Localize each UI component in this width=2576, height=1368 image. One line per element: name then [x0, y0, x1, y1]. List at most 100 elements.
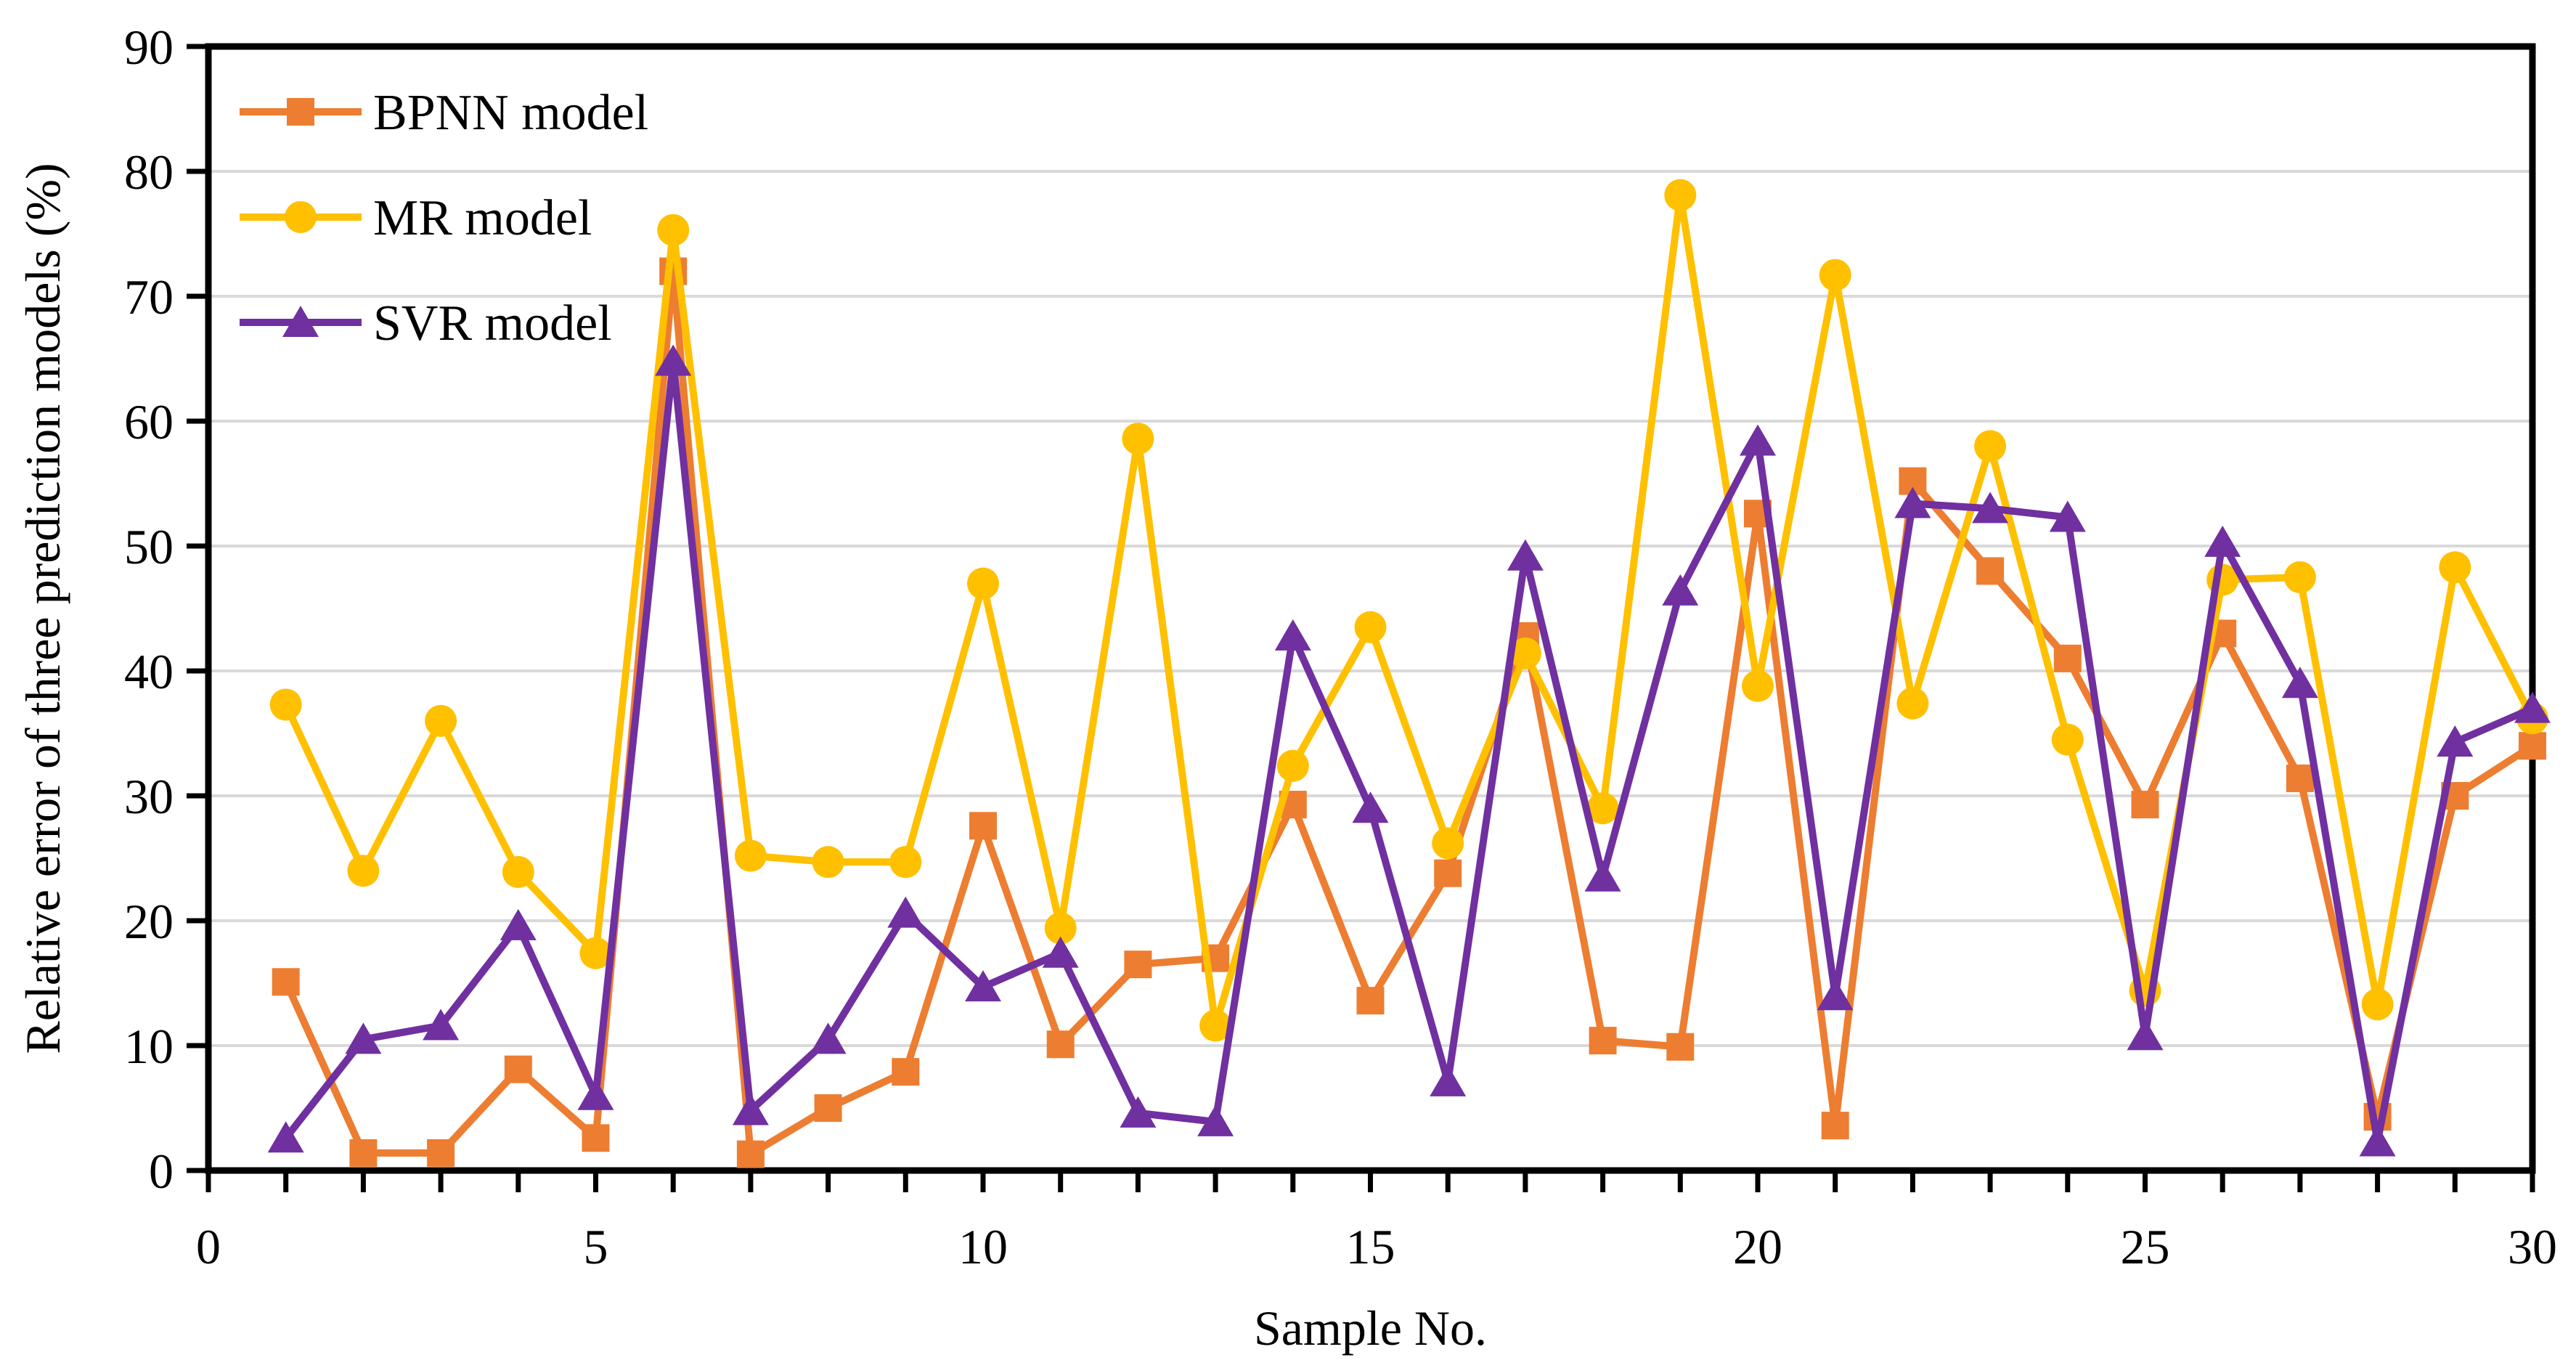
series-bpnn-model-marker-square	[272, 968, 300, 996]
series-svr-model-marker-triangle	[2437, 725, 2474, 757]
series-mr-model-marker-circle	[1586, 792, 1619, 825]
y-tick-label: 80	[124, 144, 174, 200]
series-mr-model-marker-circle	[1664, 179, 1697, 211]
series-mr-model-marker-circle	[1974, 430, 2007, 463]
series-bpnn-model-marker-square	[504, 1055, 532, 1083]
series-bpnn-model-marker-square	[2131, 791, 2159, 819]
legend: BPNN model MR model SVR model	[240, 85, 648, 351]
series-svr-model-marker-triangle	[2359, 1125, 2396, 1157]
series-mr-model-marker-circle	[425, 704, 457, 737]
series-svr-model-marker-triangle	[267, 1121, 304, 1153]
series-bpnn-model-marker-square	[1434, 859, 1462, 887]
series-bpnn-model-marker-square	[349, 1139, 378, 1167]
series-svr-model-marker-triangle	[345, 1022, 382, 1054]
series-svr-model-marker-triangle	[810, 1022, 847, 1054]
series-svr-model-marker-triangle	[732, 1094, 769, 1125]
series-bpnn-model	[272, 257, 2546, 1168]
series-bpnn-model-marker-square	[582, 1124, 610, 1152]
series-bpnn-model-marker-square	[892, 1058, 920, 1086]
series-svr-model-marker-triangle	[2127, 1019, 2164, 1051]
series-bpnn-model-marker-square	[736, 1140, 765, 1168]
series-mr-model-marker-circle	[1742, 669, 1774, 702]
series-bpnn-model-marker-square	[1124, 950, 1152, 979]
series-svr-model-marker-triangle	[1662, 574, 1699, 606]
series-bpnn-model-marker-square	[1589, 1027, 1617, 1055]
series-svr-model-marker-triangle	[887, 896, 924, 928]
series-mr-model-marker-circle	[2283, 561, 2316, 593]
series-bpnn-model-marker-square	[1356, 987, 1385, 1015]
x-tick-label: 5	[584, 1219, 608, 1274]
series-bpnn-model-marker-square	[2286, 764, 2314, 792]
series-svr-model-marker-triangle	[1274, 619, 1311, 651]
y-tick-label: 0	[149, 1144, 174, 1199]
series-svr-model-line	[282, 357, 2536, 1146]
legend-label: MR model	[373, 190, 592, 246]
x-tick-label: 0	[196, 1219, 221, 1274]
series-mr-model-marker-circle	[1044, 912, 1077, 945]
y-tick-label: 90	[124, 20, 174, 75]
series-bpnn-model-marker-square	[2053, 644, 2082, 672]
series-bpnn-model-marker-square	[1046, 1030, 1075, 1059]
legend-item-bpnn-model: BPNN model	[240, 85, 648, 141]
series-svr-model-marker-triangle	[1197, 1104, 1234, 1136]
axis-ticks	[187, 44, 2535, 1192]
legend-item-mr-model: MR model	[240, 190, 592, 246]
series-mr-model-marker-circle	[347, 855, 380, 887]
series-svr-model-marker-triangle	[1740, 424, 1776, 456]
y-tick-label: 20	[124, 894, 174, 949]
series-svr-model-marker-triangle	[965, 970, 1001, 1002]
x-tick-label: 30	[2508, 1219, 2557, 1274]
series-mr-model-marker-circle	[579, 937, 612, 969]
series-mr-model-marker-circle	[1276, 749, 1309, 782]
series-mr-model-marker-circle	[967, 567, 999, 600]
series-svr-model-marker-triangle	[1507, 539, 1544, 571]
series-mr-model-marker-circle	[1199, 1009, 1232, 1042]
series-mr-model-marker-circle	[2051, 723, 2084, 756]
x-tick-label: 25	[2121, 1219, 2170, 1274]
series-mr-model-marker-circle	[502, 855, 534, 888]
x-axis-title: Sample No.	[1254, 1300, 1487, 1356]
series-mr-model-marker-circle	[1896, 687, 1929, 720]
series-svr-model-marker-triangle	[1352, 791, 1389, 823]
series-svr-model-marker-triangle	[2514, 691, 2551, 723]
series-mr-model-marker-circle	[657, 213, 690, 246]
series-mr-model-marker-circle	[269, 688, 302, 721]
series-svr-model-marker-triangle	[1584, 860, 1621, 892]
series-svr-model-marker-triangle	[2281, 667, 2318, 699]
series-svr-model-marker-triangle	[1120, 1096, 1157, 1128]
x-tick-label: 20	[1733, 1219, 1782, 1274]
series-svr-model-marker-triangle	[500, 908, 537, 940]
series-bpnn-model-marker-square	[2519, 732, 2546, 760]
series-mr-model-marker-circle	[889, 846, 922, 879]
y-tick-label: 50	[124, 519, 174, 574]
series-svr-model-marker-triangle	[1817, 979, 1854, 1011]
series-svr-model-marker-triangle	[1042, 936, 1079, 968]
legend-item-svr-model: SVR model	[240, 296, 612, 351]
series-svr-model-marker-triangle	[423, 1009, 460, 1041]
series-mr-model-marker-circle	[2439, 551, 2471, 584]
series-svr-model-marker-triangle	[2204, 525, 2241, 557]
y-tick-label: 30	[124, 769, 174, 824]
x-tick-label: 10	[958, 1219, 1008, 1274]
series-bpnn-model-marker-square	[1976, 557, 2005, 585]
series-svr-model-marker-triangle	[1972, 492, 2009, 524]
series-bpnn-model-marker-square	[427, 1139, 455, 1167]
legend-label: SVR model	[373, 296, 612, 351]
series-bpnn-model-marker-square	[969, 812, 997, 840]
series-mr-model-marker-circle	[1509, 637, 1541, 669]
y-tick-label: 70	[124, 269, 174, 325]
y-tick-label: 40	[124, 644, 174, 699]
legend-bpnn-model-marker-square	[287, 98, 314, 126]
y-axis-title: Relative error of three prediction model…	[15, 163, 70, 1054]
series-bpnn-model-marker-square	[1821, 1112, 1849, 1140]
series-svr-model-marker-triangle	[1430, 1064, 1467, 1096]
y-tick-label: 10	[124, 1019, 174, 1074]
series-mr-model-marker-circle	[1354, 611, 1387, 643]
tick-labels: 0 10 20 30 40 50 60 70 80 90 0 5 10 15 20 25 30	[124, 20, 2557, 1274]
y-tick-label: 60	[124, 394, 174, 449]
series-mr-model-line	[282, 191, 2536, 1030]
x-tick-label: 15	[1346, 1219, 1395, 1274]
legend-mr-model-marker-circle	[285, 201, 317, 233]
series-mr-model	[269, 179, 2548, 1042]
